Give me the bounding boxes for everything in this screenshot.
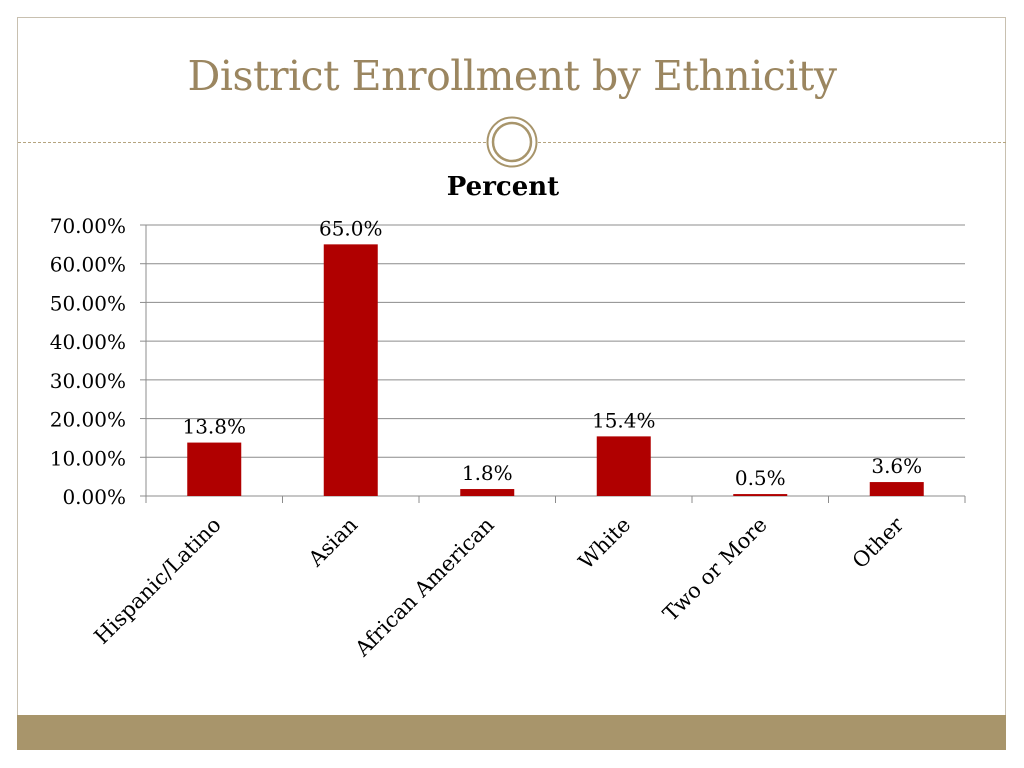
bar [733,494,788,496]
y-tick-label: 50.00% [50,291,126,315]
gridlines [146,224,965,458]
axes [140,224,966,503]
footer-bar [17,715,1006,750]
data-labels: 13.8% 65.0% 1.8% 15.4% 0.5% 3.6% [182,216,922,490]
y-tick-label: 70.00% [50,214,126,238]
slide-title: District Enrollment by Ethnicity [187,52,837,100]
x-tick-label: Asian [303,513,362,572]
bars [187,244,924,496]
x-tick-label: Two or More [658,513,772,627]
y-tick-label: 10.00% [50,446,126,470]
x-tick-label: Hispanic/Latino [90,513,226,649]
y-tick-label: 30.00% [50,369,126,393]
bar [187,442,242,496]
y-tick-labels: 0.00% 10.00% 20.00% 30.00% 40.00% 50.00% 60.00… [50,214,126,509]
bar [869,482,924,496]
x-tick-label: Other [848,512,909,573]
data-label: 1.8% [462,461,513,485]
y-tick-label: 20.00% [50,408,126,432]
chart-title: Percent [447,172,559,202]
data-label: 13.8% [182,415,246,439]
bar [596,436,651,496]
data-label: 65.0% [319,216,383,240]
bar [460,489,515,496]
y-tick-label: 0.00% [62,485,126,509]
y-tick-label: 60.00% [50,253,126,277]
data-label: 3.6% [871,454,922,478]
bar [323,244,378,496]
x-tick-label: White [574,513,635,574]
x-tick-label: African American [350,513,499,662]
data-label: 15.4% [592,408,656,432]
y-tick-label: 40.00% [50,330,126,354]
data-label: 0.5% [735,466,786,490]
circle-ornament-icon [486,116,538,168]
